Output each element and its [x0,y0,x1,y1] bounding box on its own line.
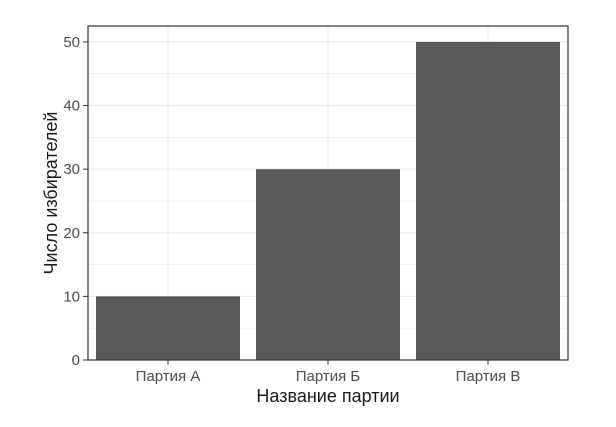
y-tick-label: 20 [63,225,80,242]
x-tick-label: Партия В [456,368,521,385]
x-tick-label: Партия А [136,368,201,385]
bar [96,296,240,360]
bar [256,169,400,360]
y-axis-title: Число избирателей [41,112,61,275]
x-axis-title: Название партии [256,386,399,406]
y-tick-label: 0 [72,352,80,369]
bars [96,41,560,361]
y-tick-label: 10 [63,288,80,305]
y-tick-label: 50 [63,34,80,51]
x-tick-label: Партия Б [296,368,361,385]
y-tick-label: 30 [63,161,80,178]
x-axis-ticks: Партия А Партия Б Партия В [136,360,521,385]
y-tick-label: 40 [63,98,80,115]
y-axis-ticks: 0 10 20 30 40 50 [63,34,88,369]
bar [416,41,560,361]
